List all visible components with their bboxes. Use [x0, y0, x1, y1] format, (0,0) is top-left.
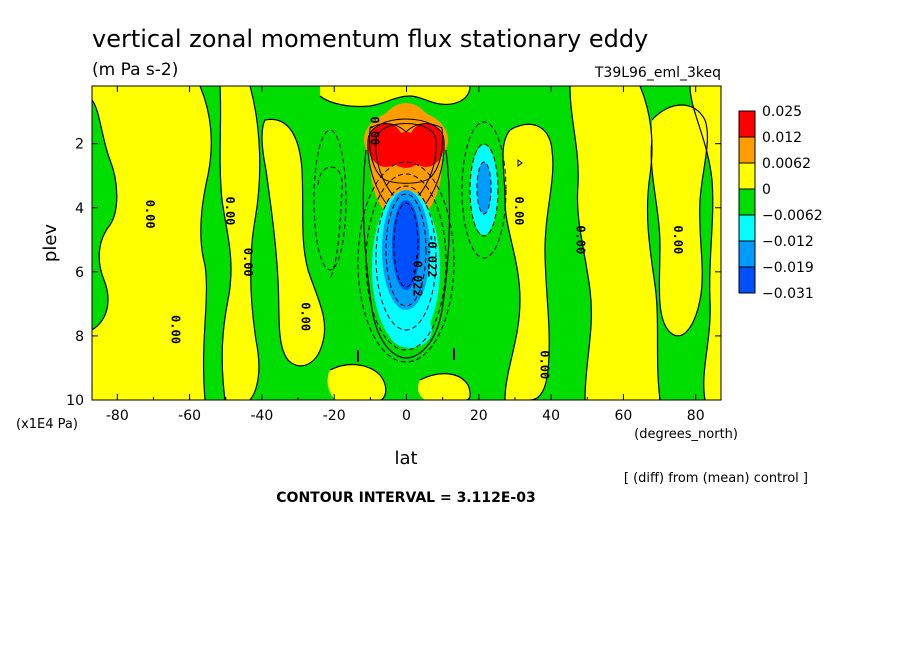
x-tick-label: -20: [323, 408, 346, 424]
x-tick-label: 80: [687, 408, 705, 424]
contour-label: -0.022: [425, 234, 439, 277]
negative-dashed-contours: [313, 121, 507, 363]
x-axis-label: lat: [394, 448, 417, 469]
legend-label: 0.012: [762, 130, 802, 146]
legend-swatch: [738, 110, 756, 138]
x-tick-label: -80: [106, 408, 129, 424]
y-axis: 2 4 6 8 10: [66, 137, 721, 409]
positive-core-contour-2: [375, 123, 437, 207]
contour-label: 0.00: [671, 225, 685, 254]
legend-label: −0.031: [762, 286, 814, 302]
x-tick-label: 20: [470, 408, 488, 424]
contour-label: 0.00: [512, 197, 526, 226]
chart-title: vertical zonal momentum flux stationary …: [92, 25, 648, 53]
legend-label: 0.025: [762, 104, 802, 120]
contour-label: -0.022: [411, 253, 425, 296]
positive-core-contour-1: [367, 118, 445, 223]
legend-label: −0.019: [762, 260, 814, 276]
positive-core-red-mid: [388, 132, 424, 168]
positive-region-nh-polar-1: [570, 86, 660, 400]
positive-core-contour-3: [369, 123, 443, 184]
positive-region-nh-polar-2: [651, 105, 708, 336]
zero-contours: [92, 86, 714, 400]
contour-label: 0.00: [537, 350, 551, 379]
negative-nh-lightblue: [477, 162, 491, 214]
legend-swatch: [738, 266, 756, 294]
x-axis-units: (degrees_north): [634, 427, 738, 442]
plot-area: 0.00 0.00 0.00 0.00 0.00 0.00 0.00 0.00 0.00 0.00…: [92, 86, 721, 400]
legend-swatch: [738, 240, 756, 268]
positive-region-sh-midlat-1: [220, 86, 260, 400]
contour-label: 0.00: [169, 315, 183, 344]
x-tick-label: -40: [250, 408, 273, 424]
contour-labels: 0.00 0.00 0.00 0.00 0.00 0.00 0.00 0.00 0.00 0.00…: [143, 116, 685, 379]
y-tick-label: 6: [75, 265, 84, 281]
legend-label: −0.0062: [762, 208, 823, 224]
positive-region-nh-polar-3: [690, 86, 721, 400]
contour-label: 0.00: [143, 200, 157, 229]
legend-swatch: [738, 162, 756, 190]
y-axis-units: (x1E4 Pa): [16, 417, 78, 432]
y-tick-label: 10: [66, 393, 84, 409]
legend-swatch: [738, 136, 756, 164]
positive-region-sh-midlat-2: [262, 119, 325, 366]
positive-region-sh-polar: [92, 86, 212, 400]
positive-region-lower: [327, 364, 386, 400]
x-tick-label: 0: [402, 408, 411, 424]
legend-label: −0.012: [762, 234, 814, 250]
y-tick-label: 4: [75, 201, 84, 217]
contour-label: 0.00: [299, 302, 313, 331]
positive-region-nh-subtropic: [502, 124, 553, 400]
positive-region-lower-right: [417, 373, 471, 400]
legend-label: 0: [762, 182, 771, 198]
positive-region-equator-top: [320, 86, 470, 107]
contour-small-loop: [517, 159, 523, 167]
legend-swatch: [738, 214, 756, 242]
x-tick-label: 40: [542, 408, 560, 424]
contour-interval: CONTOUR INTERVAL = 3.112E-03: [276, 490, 535, 506]
y-tick-label: 8: [75, 329, 84, 345]
negative-core-blue: [392, 200, 420, 290]
run-label: T39L96_eml_3keq: [594, 65, 721, 81]
chart-units: (m Pa s-2): [92, 60, 178, 80]
y-axis-label: plev: [40, 224, 61, 263]
x-tick-label: 60: [614, 408, 632, 424]
x-tick-label: -60: [178, 408, 201, 424]
color-legend: 0.025 0.012 0.0062 0 −0.0062 −0.012 −0.019 −0.0…: [738, 104, 823, 302]
legend-swatch: [738, 188, 756, 216]
diff-note: [ (diff) from (mean) control ]: [624, 471, 808, 486]
x-axis: -80 -60 -40 -20 0 20 40 60 80: [106, 86, 705, 424]
negative-lower-cyan: [388, 312, 432, 348]
legend-label: 0.0062: [762, 156, 811, 172]
contour-label: 0.00: [241, 248, 255, 277]
y-tick-label: 2: [75, 137, 84, 153]
contour-label: 0.00: [367, 116, 381, 145]
contour-label: 0.00: [573, 225, 587, 254]
contour-label: 0.00: [223, 197, 237, 226]
